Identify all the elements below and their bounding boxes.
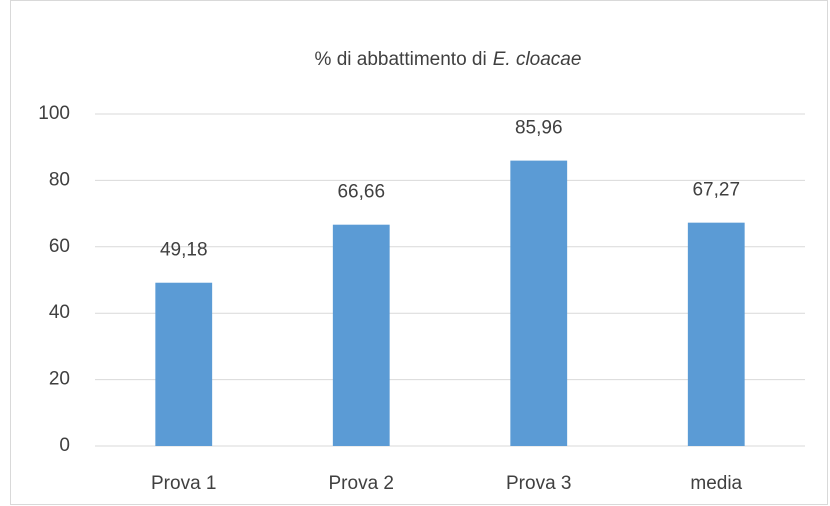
x-tick-label: Prova 3 (506, 473, 571, 494)
x-tick-label: Prova 2 (329, 473, 394, 494)
data-label: 49,18 (160, 240, 208, 261)
bar (687, 222, 745, 446)
chart-title: % di abbattimento di E. cloacae (315, 49, 582, 70)
x-tick-label: media (690, 473, 742, 494)
bar (155, 282, 213, 446)
title-part: % di abbattimento di (315, 49, 487, 70)
bar (510, 160, 568, 446)
data-label: 67,27 (692, 180, 740, 201)
bar (332, 224, 390, 446)
y-tick-label: 100 (38, 103, 70, 124)
y-tick-label: 60 (49, 236, 70, 257)
data-label: 66,66 (337, 182, 385, 203)
x-tick-label: Prova 1 (151, 473, 216, 494)
y-tick-label: 0 (59, 435, 70, 456)
y-tick-label: 40 (49, 302, 70, 323)
title-part: E. cloacae (493, 49, 582, 70)
y-tick-label: 80 (49, 169, 70, 190)
data-label: 85,96 (515, 118, 563, 139)
y-tick-label: 20 (49, 369, 70, 390)
